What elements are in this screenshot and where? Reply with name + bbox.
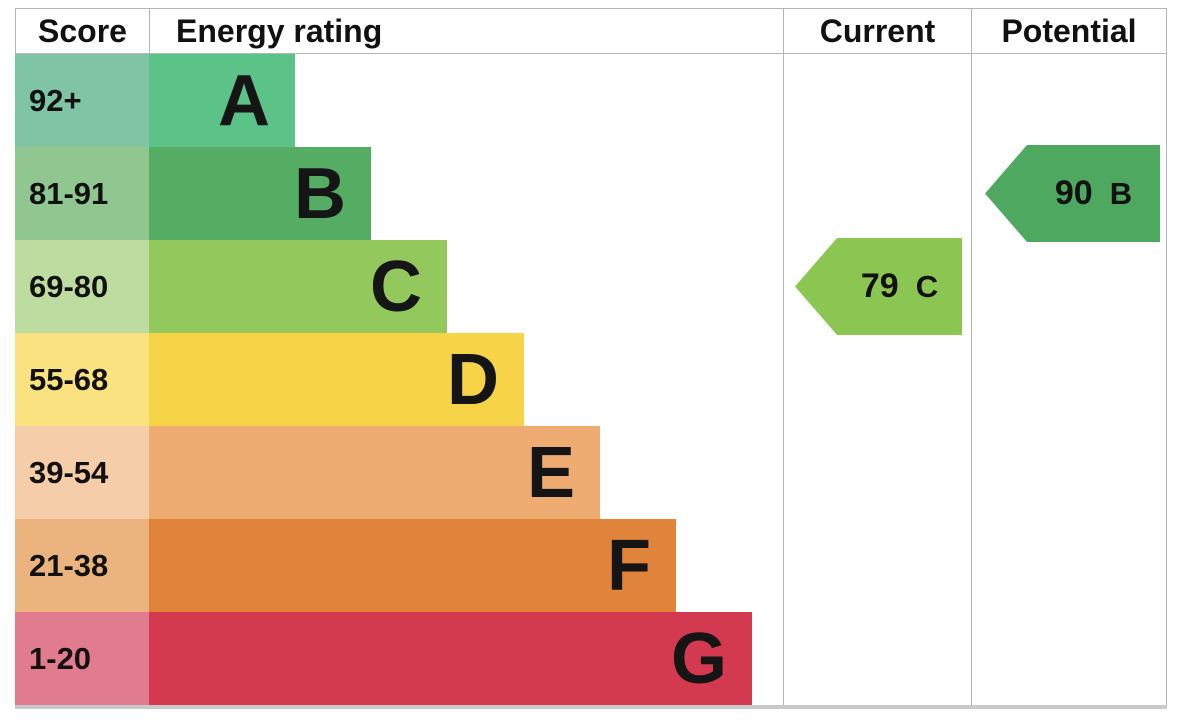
energy-rating-column-header: Energy rating xyxy=(149,8,784,54)
potential-rating-letter: B xyxy=(1109,175,1133,211)
band-row-g: 1-20 G xyxy=(15,612,1167,705)
table-right-border xyxy=(1166,53,1167,706)
band-row-a: 92+ A xyxy=(15,54,1167,147)
band-score-range: 81-91 xyxy=(15,147,149,240)
band-bar-letter: D xyxy=(149,333,524,426)
band-score-range: 55-68 xyxy=(15,333,149,426)
band-score-range: 1-20 xyxy=(15,612,149,705)
table-bottom-border xyxy=(15,705,1167,709)
potential-column-header: Potential xyxy=(971,8,1167,54)
current-rating-letter: C xyxy=(915,268,939,304)
band-bar-letter: B xyxy=(149,147,371,240)
band-bar-letter: F xyxy=(149,519,676,612)
band-bar-letter: A xyxy=(149,54,295,147)
potential-rating-value: 90 xyxy=(1054,174,1093,212)
band-bar-letter: G xyxy=(149,612,752,705)
band-row-e: 39-54 E xyxy=(15,426,1167,519)
band-row-c: 69-80 C xyxy=(15,240,1167,333)
band-score-range: 92+ xyxy=(15,54,149,147)
band-row-f: 21-38 F xyxy=(15,519,1167,612)
band-bar-letter: C xyxy=(149,240,447,333)
current-column-left-border xyxy=(783,53,784,706)
current-potential-divider xyxy=(971,53,972,706)
potential-rating-arrow: 90 B xyxy=(985,145,1160,242)
band-row-d: 55-68 D xyxy=(15,333,1167,426)
score-column-header: Score xyxy=(15,8,150,54)
current-rating-value: 79 xyxy=(860,267,899,305)
band-bar-letter: E xyxy=(149,426,600,519)
current-column-header: Current xyxy=(783,8,972,54)
band-score-range: 69-80 xyxy=(15,240,149,333)
band-row-b: 81-91 B xyxy=(15,147,1167,240)
epc-rating-chart: Score Energy rating Current Potential 92… xyxy=(15,8,1167,709)
band-score-range: 39-54 xyxy=(15,426,149,519)
band-score-range: 21-38 xyxy=(15,519,149,612)
